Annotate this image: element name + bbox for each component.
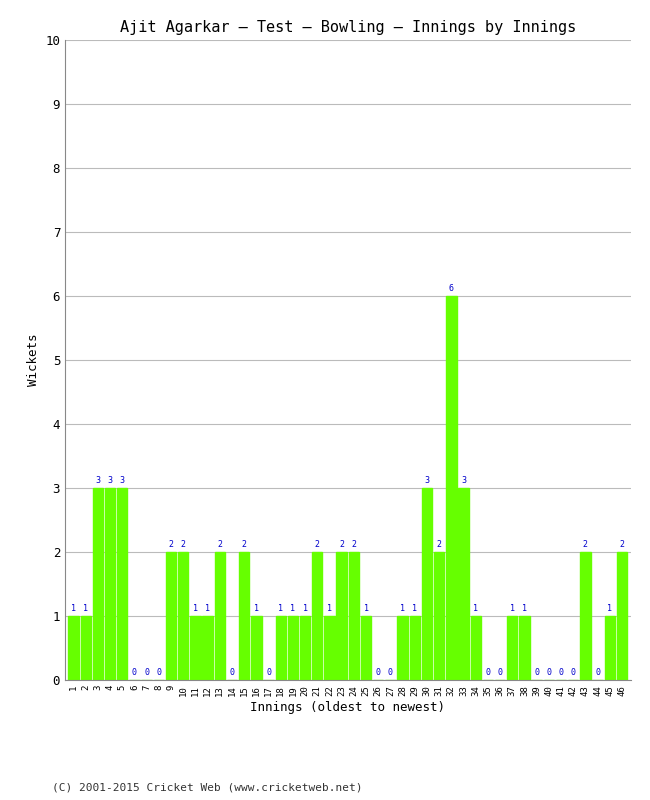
Text: 0: 0 <box>376 669 381 678</box>
Text: 2: 2 <box>217 541 222 550</box>
Text: 2: 2 <box>181 541 186 550</box>
Text: 0: 0 <box>486 669 490 678</box>
Bar <box>410 616 420 680</box>
Text: 2: 2 <box>242 541 246 550</box>
Bar <box>397 616 408 680</box>
Bar <box>117 488 127 680</box>
Bar <box>519 616 530 680</box>
Bar <box>458 488 469 680</box>
Bar <box>81 616 91 680</box>
Bar <box>190 616 201 680</box>
Text: 2: 2 <box>619 541 625 550</box>
Bar <box>507 616 517 680</box>
Text: 0: 0 <box>595 669 600 678</box>
Text: 3: 3 <box>424 477 430 486</box>
Text: 1: 1 <box>510 605 515 614</box>
Text: 0: 0 <box>229 669 235 678</box>
Bar <box>300 616 310 680</box>
Text: 1: 1 <box>303 605 307 614</box>
Bar <box>580 552 591 680</box>
Text: 6: 6 <box>449 285 454 294</box>
Text: 1: 1 <box>71 605 76 614</box>
Text: 3: 3 <box>461 477 466 486</box>
Text: 2: 2 <box>168 541 174 550</box>
Text: 1: 1 <box>412 605 417 614</box>
Bar <box>276 616 286 680</box>
Text: 1: 1 <box>205 605 210 614</box>
Bar <box>288 616 298 680</box>
Y-axis label: Wickets: Wickets <box>27 334 40 386</box>
Bar <box>471 616 481 680</box>
Text: 0: 0 <box>144 669 149 678</box>
Bar <box>446 296 456 680</box>
Text: 0: 0 <box>498 669 502 678</box>
Text: 2: 2 <box>315 541 320 550</box>
Bar <box>93 488 103 680</box>
Bar <box>202 616 213 680</box>
Text: 0: 0 <box>571 669 576 678</box>
Text: 1: 1 <box>193 605 198 614</box>
Bar <box>434 552 445 680</box>
Bar <box>312 552 322 680</box>
Text: 0: 0 <box>388 669 393 678</box>
Text: 1: 1 <box>607 605 612 614</box>
Bar <box>105 488 115 680</box>
Text: 3: 3 <box>108 477 112 486</box>
Bar <box>239 552 250 680</box>
Text: 3: 3 <box>120 477 125 486</box>
Text: 3: 3 <box>96 477 100 486</box>
Text: 0: 0 <box>558 669 564 678</box>
Text: 2: 2 <box>583 541 588 550</box>
Text: 0: 0 <box>132 669 137 678</box>
Title: Ajit Agarkar – Test – Bowling – Innings by Innings: Ajit Agarkar – Test – Bowling – Innings … <box>120 20 576 34</box>
Bar <box>166 552 176 680</box>
Text: 1: 1 <box>254 605 259 614</box>
Text: (C) 2001-2015 Cricket Web (www.cricketweb.net): (C) 2001-2015 Cricket Web (www.cricketwe… <box>52 782 363 792</box>
Bar <box>337 552 347 680</box>
Bar <box>251 616 261 680</box>
Bar <box>214 552 225 680</box>
Text: 1: 1 <box>291 605 295 614</box>
Bar <box>617 552 627 680</box>
Bar <box>422 488 432 680</box>
Bar <box>604 616 615 680</box>
Text: 1: 1 <box>522 605 527 614</box>
Text: 2: 2 <box>352 541 356 550</box>
Text: 0: 0 <box>266 669 271 678</box>
X-axis label: Innings (oldest to newest): Innings (oldest to newest) <box>250 701 445 714</box>
Text: 0: 0 <box>547 669 551 678</box>
Bar <box>178 552 188 680</box>
Text: 0: 0 <box>534 669 539 678</box>
Bar <box>361 616 371 680</box>
Text: 1: 1 <box>400 605 405 614</box>
Bar <box>68 616 79 680</box>
Text: 1: 1 <box>363 605 369 614</box>
Text: 1: 1 <box>83 605 88 614</box>
Bar <box>324 616 335 680</box>
Bar <box>348 552 359 680</box>
Text: 0: 0 <box>157 669 161 678</box>
Text: 1: 1 <box>327 605 332 614</box>
Text: 1: 1 <box>278 605 283 614</box>
Text: 2: 2 <box>437 541 441 550</box>
Text: 2: 2 <box>339 541 344 550</box>
Text: 1: 1 <box>473 605 478 614</box>
